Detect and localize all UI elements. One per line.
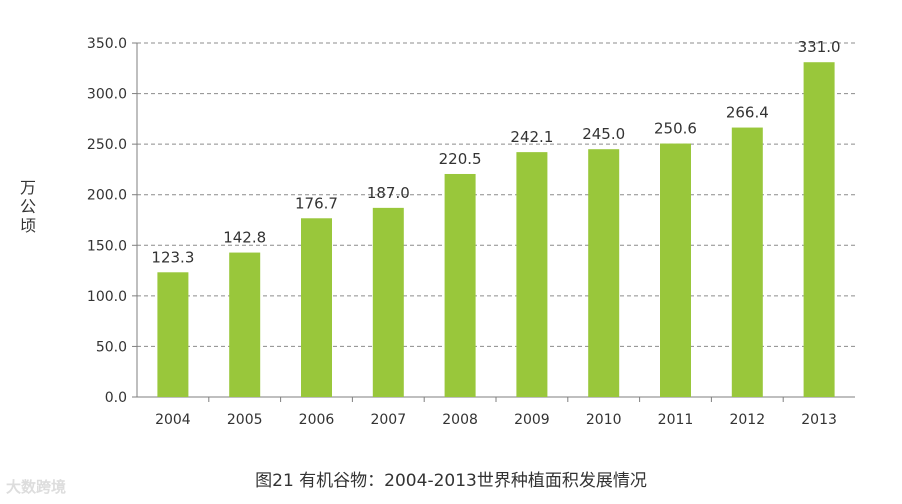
y-tick-label: 100.0 bbox=[87, 289, 127, 305]
x-tick-label: 2012 bbox=[729, 412, 765, 428]
data-label: 250.6 bbox=[654, 120, 697, 138]
y-tick-label: 250.0 bbox=[87, 137, 127, 153]
chart-caption: 图21 有机谷物：2004-2013世界种植面积发展情况 bbox=[255, 471, 647, 491]
x-tick-label: 2007 bbox=[370, 412, 406, 428]
data-label: 266.4 bbox=[726, 104, 769, 122]
data-label: 123.3 bbox=[151, 248, 194, 266]
y-tick-label: 0.0 bbox=[105, 390, 127, 406]
bar bbox=[372, 207, 404, 397]
y-axis-label: 万公顷 bbox=[19, 178, 36, 235]
data-label: 245.0 bbox=[582, 125, 625, 143]
bar bbox=[803, 62, 835, 398]
watermark-logo: 大数跨境 bbox=[6, 478, 67, 496]
data-label: 187.0 bbox=[367, 184, 410, 202]
x-tick-label: 2011 bbox=[658, 412, 694, 428]
bar bbox=[660, 143, 691, 397]
x-tick-label: 2006 bbox=[299, 412, 335, 428]
bar bbox=[157, 272, 189, 397]
bar bbox=[444, 173, 476, 397]
data-label: 220.5 bbox=[439, 150, 482, 168]
x-tick-label: 2013 bbox=[801, 412, 837, 428]
bar bbox=[301, 218, 332, 397]
data-label: 242.1 bbox=[510, 128, 553, 146]
bar bbox=[229, 252, 261, 397]
y-tick-label: 200.0 bbox=[87, 188, 127, 204]
data-label: 331.0 bbox=[798, 38, 841, 56]
x-tick-label: 2004 bbox=[155, 412, 191, 428]
bar bbox=[588, 149, 620, 397]
data-label: 176.7 bbox=[295, 194, 338, 212]
x-tick-label: 2010 bbox=[586, 412, 622, 428]
x-tick-label: 2009 bbox=[514, 412, 550, 428]
y-tick-label: 50.0 bbox=[96, 339, 127, 355]
y-tick-label: 300.0 bbox=[87, 87, 127, 103]
bar bbox=[731, 127, 763, 398]
y-tick-label: 150.0 bbox=[87, 238, 127, 254]
y-tick-label: 350.0 bbox=[87, 36, 127, 52]
bar bbox=[516, 152, 548, 397]
x-tick-label: 2008 bbox=[442, 412, 478, 428]
data-label: 142.8 bbox=[223, 229, 266, 247]
x-tick-label: 2005 bbox=[227, 412, 263, 428]
